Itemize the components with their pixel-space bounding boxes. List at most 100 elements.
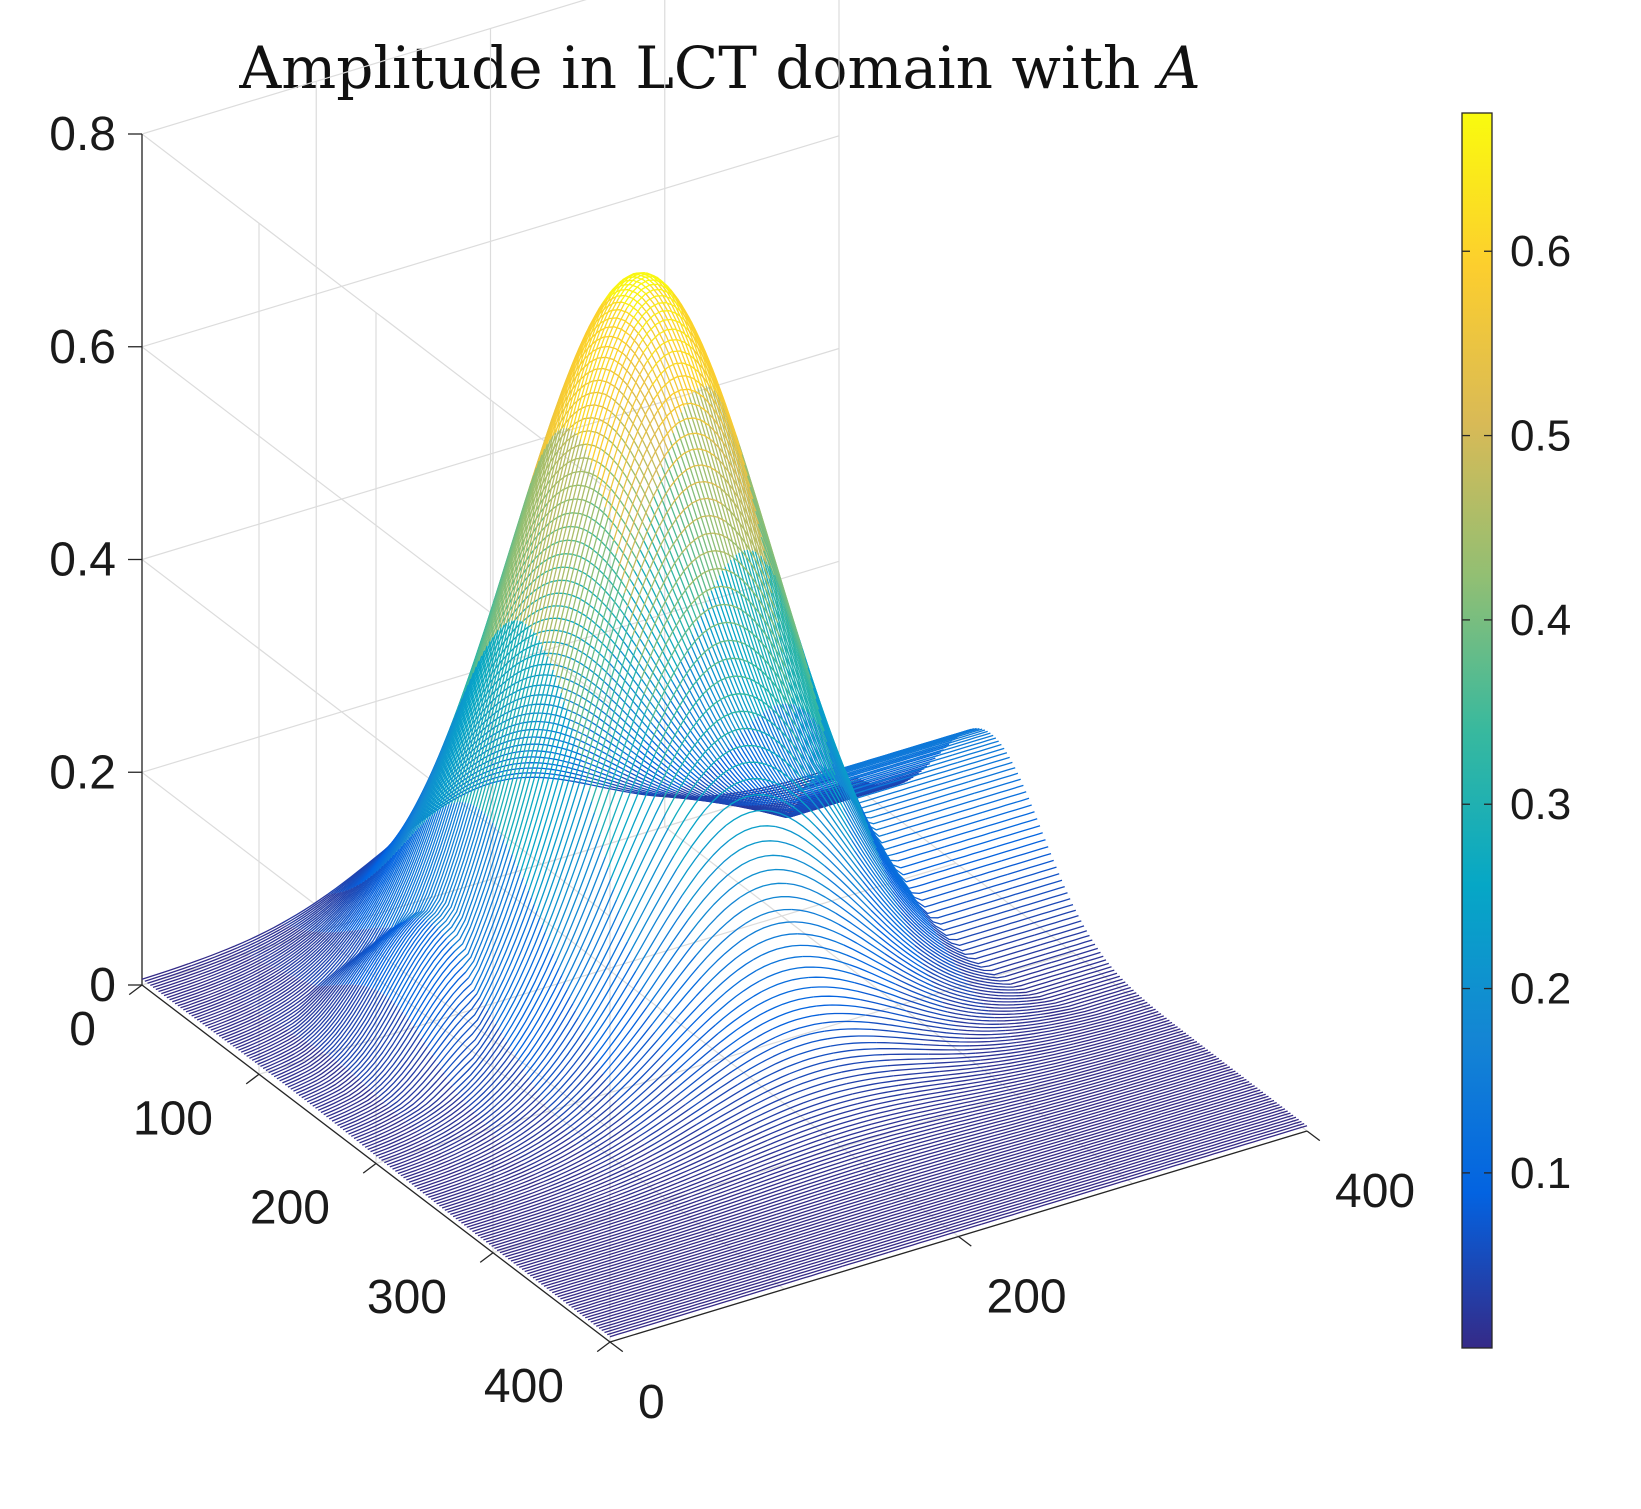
surface-mesh-line xyxy=(429,993,478,1052)
surface-mesh-line xyxy=(831,1243,878,1259)
surface-mesh-line xyxy=(897,746,945,762)
surface-mesh-line xyxy=(437,650,486,811)
surface-mesh-line xyxy=(731,1154,779,1174)
surface-mesh-line xyxy=(514,975,563,1056)
surface-mesh-line xyxy=(169,982,217,1001)
surface-mesh-line xyxy=(1137,1130,1184,1146)
surface-mesh-line xyxy=(473,1064,522,1113)
surface-mesh-line xyxy=(410,955,459,1023)
surface-mesh-line xyxy=(859,870,907,927)
surface-mesh-line xyxy=(670,464,718,487)
surface-mesh-line xyxy=(549,684,597,708)
surface-mesh-line xyxy=(638,1103,686,1138)
surface-mesh-line xyxy=(597,998,645,1063)
surface-mesh-line xyxy=(738,552,786,704)
surface-mesh-line xyxy=(629,288,677,314)
surface-mesh-line xyxy=(502,1186,550,1205)
surface-mesh-line xyxy=(733,572,781,638)
surface-mesh-line xyxy=(645,1299,693,1315)
surface-mesh-line xyxy=(1199,1078,1247,1095)
surface-mesh-line xyxy=(1202,1130,1250,1147)
surface-mesh-line xyxy=(680,1276,728,1293)
surface-mesh-line xyxy=(631,294,680,320)
surface-mesh-line xyxy=(1093,1146,1141,1162)
surface-mesh-line xyxy=(664,457,712,592)
surface-mesh-line xyxy=(690,883,738,933)
surface-mesh-line xyxy=(790,791,838,805)
surface-mesh-line xyxy=(544,801,593,933)
surface-mesh-line xyxy=(441,1126,489,1154)
surface-mesh-line xyxy=(994,1118,1042,1133)
surface-mesh-line xyxy=(565,1288,613,1304)
surface-mesh-line xyxy=(246,975,294,1004)
surface-mesh-line xyxy=(985,1005,1033,1009)
surface-mesh-line xyxy=(713,585,762,715)
surface-mesh-line xyxy=(835,912,883,946)
surface-mesh-line xyxy=(664,1264,712,1280)
surface-mesh-line xyxy=(1252,1118,1299,1135)
surface-mesh-line xyxy=(946,839,994,855)
surface-mesh-line xyxy=(745,1079,793,1104)
surface-mesh-line xyxy=(702,1243,750,1260)
surface-mesh-line xyxy=(698,923,746,967)
surface-mesh-line xyxy=(974,906,1022,922)
surface-mesh-line xyxy=(639,304,688,403)
surface-mesh-line xyxy=(311,884,359,932)
surface-mesh-line xyxy=(934,1059,981,1064)
surface-mesh-line xyxy=(537,1216,585,1233)
surface-mesh-line xyxy=(702,1293,750,1310)
surface-mesh-line xyxy=(858,1160,905,1176)
surface-mesh-line xyxy=(384,1142,431,1164)
surface-mesh-line xyxy=(871,1172,919,1189)
surface-mesh-line xyxy=(438,1123,486,1152)
surface-mesh-line xyxy=(212,959,260,982)
surface-mesh-line xyxy=(743,1275,791,1291)
surface-mesh-line xyxy=(620,276,669,301)
surface-mesh-line xyxy=(872,789,920,806)
surface-mesh-line xyxy=(473,620,521,806)
surface-mesh-line xyxy=(1054,1116,1102,1132)
surface-mesh-line xyxy=(372,917,420,989)
surface-mesh-line xyxy=(260,1041,308,1068)
surface-mesh-line xyxy=(800,1163,848,1181)
surface-mesh-line xyxy=(1048,943,1096,960)
surface-mesh-line xyxy=(1074,1181,1122,1197)
surface-mesh-line xyxy=(1103,1054,1151,1070)
surface-mesh-line xyxy=(667,448,716,471)
surface-mesh-line xyxy=(691,1285,739,1301)
surface-mesh-line xyxy=(602,724,650,846)
tick-mark xyxy=(479,1252,494,1263)
surface-mesh-line xyxy=(750,933,798,949)
surface-mesh-line xyxy=(886,876,935,930)
surface-mesh-line xyxy=(920,1038,968,1043)
surface-mesh-line xyxy=(988,934,1035,950)
surface-mesh-line xyxy=(1011,1132,1058,1148)
surface-mesh-line xyxy=(762,1186,810,1204)
surface-mesh-line xyxy=(811,1102,859,1119)
surface-mesh-line xyxy=(433,1185,481,1203)
surface-mesh-line xyxy=(1037,1000,1085,1013)
surface-mesh-line xyxy=(517,701,565,866)
surface-mesh-line xyxy=(560,297,609,430)
surface-mesh-line xyxy=(1022,1140,1069,1156)
surface-mesh-line xyxy=(418,691,466,829)
surface-mesh-line xyxy=(592,1207,640,1225)
surface-mesh-line xyxy=(345,1109,393,1133)
colorbar-tick-label: 0.6 xyxy=(1510,227,1571,276)
surface-mesh-line xyxy=(1208,1085,1255,1101)
surface-mesh-line xyxy=(1076,1133,1124,1149)
surface-mesh-line xyxy=(916,894,964,908)
surface-mesh-line xyxy=(802,955,850,966)
surface-mesh-line xyxy=(447,1196,495,1213)
surface-mesh-line xyxy=(626,501,675,608)
surface-mesh-line xyxy=(1005,1023,1052,1032)
surface-mesh-line xyxy=(808,1098,856,1114)
surface-mesh-line xyxy=(1150,1090,1198,1107)
surface-mesh-line xyxy=(766,779,814,814)
surface-mesh-line xyxy=(508,676,557,850)
surface-mesh-line xyxy=(535,1214,583,1231)
surface-mesh-line xyxy=(459,622,508,803)
surface-mesh-line xyxy=(297,890,345,930)
surface-mesh-line xyxy=(978,1207,1026,1223)
surface-mesh-line xyxy=(633,1092,681,1129)
